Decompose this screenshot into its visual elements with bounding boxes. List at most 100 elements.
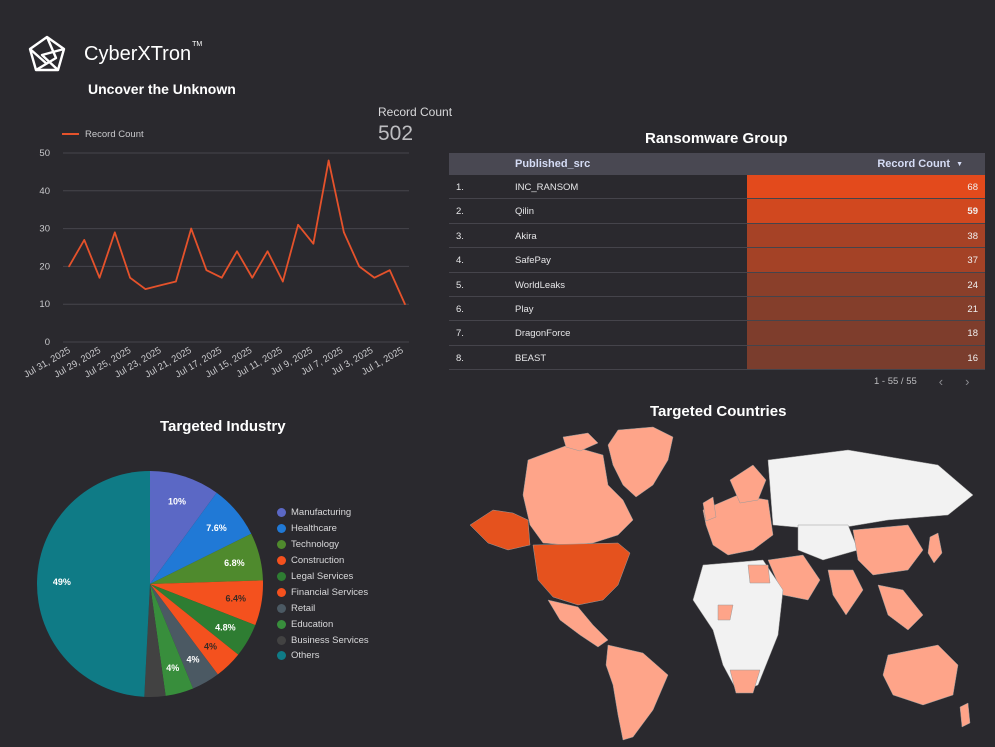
data-point[interactable] — [129, 276, 131, 279]
data-point[interactable] — [297, 224, 299, 226]
data-point[interactable] — [282, 280, 284, 283]
data-point[interactable] — [251, 276, 254, 279]
data-point[interactable] — [83, 239, 86, 241]
data-point[interactable] — [343, 231, 345, 234]
record-count-scorecard: Record Count 502 — [378, 105, 452, 146]
table-row[interactable]: 1. INC_RANSOM 68 — [449, 175, 985, 200]
sort-descending-icon[interactable]: ▼ — [956, 160, 963, 168]
legend-item[interactable]: Construction — [277, 553, 369, 569]
pagination-text: 1 - 55 / 55 — [874, 376, 917, 387]
arctic-islands-region[interactable] — [562, 432, 599, 452]
legend-item[interactable]: Technology — [277, 537, 369, 553]
ransomware-title: Ransomware Group — [645, 130, 788, 147]
legend-item[interactable]: Education — [277, 616, 369, 632]
data-point[interactable] — [159, 284, 162, 287]
table-row[interactable]: 5. WorldLeaks 24 — [449, 272, 985, 297]
data-point[interactable] — [312, 242, 315, 245]
data-point[interactable] — [205, 269, 208, 271]
pie-data-label: 4% — [187, 655, 200, 665]
south-america-region[interactable] — [605, 644, 669, 741]
china-region[interactable] — [852, 524, 924, 576]
uk-region[interactable] — [702, 496, 717, 522]
mexico-region[interactable] — [547, 599, 609, 648]
row-bar — [747, 272, 985, 296]
data-point[interactable] — [373, 276, 376, 279]
pie-slice-legal-services[interactable] — [150, 584, 256, 655]
table-row[interactable]: 3. Akira 38 — [449, 223, 985, 249]
row-value: 16 — [967, 352, 978, 364]
row-value: 18 — [967, 328, 978, 340]
trademark-mark: TM — [192, 40, 203, 48]
data-point[interactable] — [358, 265, 360, 268]
pie-data-label: 4% — [204, 641, 217, 651]
pie-slice-healthcare[interactable] — [150, 492, 252, 584]
legend-item[interactable]: Legal Services — [277, 569, 369, 585]
japan-region[interactable] — [927, 532, 943, 564]
data-point[interactable] — [388, 269, 391, 271]
industry-legend: Manufacturing Healthcare Technology Cons… — [277, 505, 369, 664]
table-row[interactable]: 4. SafePay 37 — [449, 248, 985, 273]
legend-item[interactable]: Others — [277, 648, 369, 664]
south-africa-region[interactable] — [729, 669, 761, 694]
data-point[interactable] — [220, 276, 223, 279]
industry-title: Targeted Industry — [160, 418, 286, 435]
canada-region[interactable] — [522, 444, 634, 546]
row-name: DragonForce — [515, 328, 571, 340]
scandinavia-region[interactable] — [729, 464, 767, 504]
legend-swatch — [277, 635, 286, 645]
row-index: 3. — [456, 230, 464, 242]
data-point[interactable] — [114, 231, 116, 234]
table-row[interactable]: 2. Qilin 59 — [449, 199, 985, 224]
nigeria-region[interactable] — [717, 604, 734, 621]
legend-item[interactable]: Manufacturing — [277, 505, 369, 521]
pie-slice-retail[interactable] — [150, 584, 218, 689]
pie-slice-technology[interactable] — [150, 533, 263, 584]
pie-slice-construction[interactable] — [150, 580, 263, 626]
data-point[interactable] — [266, 250, 269, 253]
uncover-title: Uncover the Unknown — [88, 81, 236, 97]
scorecard-value: 502 — [378, 122, 414, 145]
data-point[interactable] — [190, 227, 192, 230]
russia-region[interactable] — [767, 449, 974, 531]
column-header-published-src[interactable]: Published_src — [515, 158, 591, 170]
data-point[interactable] — [404, 303, 406, 305]
previous-page-icon[interactable]: ‹ — [938, 374, 944, 389]
egypt-region[interactable] — [747, 564, 771, 584]
new-zealand-region[interactable] — [959, 702, 971, 728]
table-row[interactable]: 7. DragonForce 18 — [449, 321, 985, 346]
pie-slice-education[interactable] — [150, 584, 194, 696]
legend-item[interactable]: Business Services — [277, 632, 369, 648]
column-header-record-count[interactable]: Record Count ▼ — [877, 158, 963, 170]
legend-label: Retail — [291, 602, 316, 614]
next-page-icon[interactable]: › — [965, 374, 970, 389]
pie-slice-financial-services[interactable] — [150, 584, 239, 675]
southeast-asia-region[interactable] — [877, 584, 924, 631]
alaska-region[interactable] — [469, 509, 531, 551]
data-point[interactable] — [144, 288, 147, 290]
legend-item[interactable]: Retail — [277, 600, 369, 616]
table-pagination: 1 - 55 / 55 ‹ › — [874, 374, 969, 389]
pie-slice-business-services[interactable] — [144, 584, 166, 697]
countries-title: Targeted Countries — [650, 403, 787, 420]
data-point[interactable] — [98, 276, 101, 279]
pie-slice-others[interactable] — [37, 471, 150, 697]
data-point[interactable] — [236, 250, 238, 253]
legend-item[interactable]: Financial Services — [277, 584, 369, 600]
targeted-countries-map[interactable] — [468, 425, 978, 743]
greenland-region[interactable] — [607, 426, 674, 498]
central-asia-region[interactable] — [797, 524, 859, 561]
table-row[interactable]: 6. Play 21 — [449, 296, 985, 322]
usa-region[interactable] — [532, 542, 631, 606]
legend-label: Healthcare — [291, 523, 337, 535]
pie-data-label: 49% — [53, 577, 71, 587]
data-point[interactable] — [175, 280, 177, 283]
india-region[interactable] — [827, 569, 864, 616]
table-row[interactable]: 8. BEAST 16 — [449, 345, 985, 371]
row-name: BEAST — [515, 352, 547, 364]
pie-slice-manufacturing[interactable] — [150, 471, 217, 584]
data-point[interactable] — [327, 159, 330, 162]
legend-label: Education — [291, 618, 334, 630]
australia-region[interactable] — [882, 644, 959, 706]
data-point[interactable] — [68, 265, 70, 268]
legend-item[interactable]: Healthcare — [277, 521, 369, 537]
